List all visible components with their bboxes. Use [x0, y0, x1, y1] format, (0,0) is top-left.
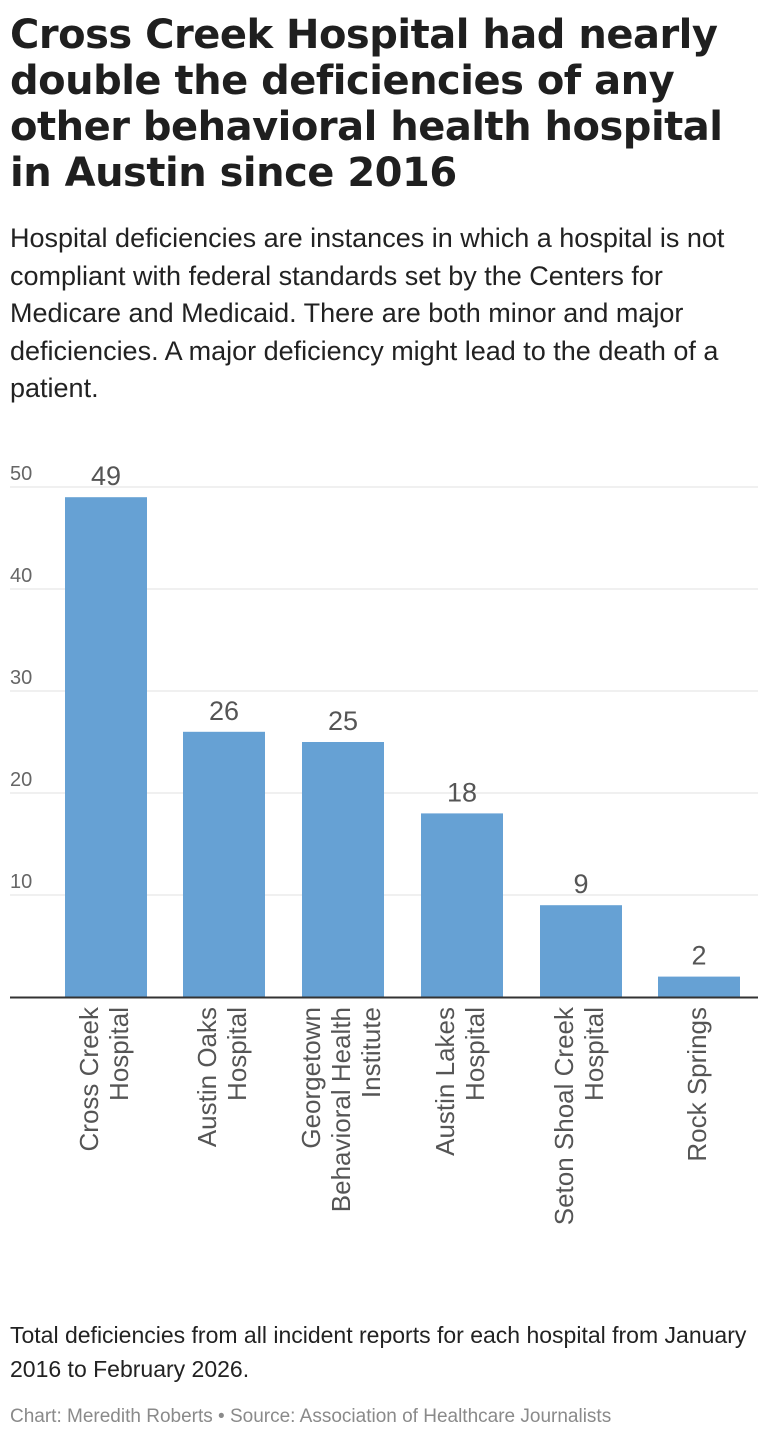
bar [302, 742, 384, 997]
x-category-label-line: Rock Springs [682, 1007, 712, 1162]
x-category-label-line: Hospital [104, 1007, 134, 1101]
chart-credit: Chart: Meredith Roberts • Source: Associ… [10, 1406, 612, 1427]
x-category-label: Austin LakesHospital [430, 1007, 490, 1156]
x-category-label-line: Austin Oaks [192, 1007, 222, 1147]
x-category-label: Austin OaksHospital [192, 1007, 252, 1147]
x-category-label-line: Cross Creek [74, 1006, 104, 1151]
bar [421, 813, 503, 997]
x-category-label-line: Georgetown [296, 1007, 326, 1149]
bar [65, 497, 147, 997]
y-tick-label: 30 [10, 667, 32, 689]
x-category-label-line: Institute [356, 1007, 386, 1098]
y-tick-label: 20 [10, 769, 32, 791]
data-label: 26 [209, 696, 239, 726]
x-category-label-line: Austin Lakes [430, 1007, 460, 1156]
y-tick-label: 50 [10, 463, 32, 485]
data-label: 25 [328, 706, 358, 736]
y-tick-label: 40 [10, 565, 32, 587]
x-category-label: Seton Shoal CreekHospital [549, 1006, 609, 1225]
chart-subtitle: Hospital deficiencies are instances in w… [10, 223, 725, 403]
chart-notes: Total deficiencies from all incident rep… [10, 1322, 747, 1382]
data-label: 49 [91, 461, 121, 491]
y-tick-label: 10 [10, 871, 32, 893]
x-category-label: GeorgetownBehavioral HealthInstitute [296, 1007, 386, 1212]
x-category-label-line: Hospital [579, 1007, 609, 1101]
x-category-label-line: Behavioral Health [326, 1007, 356, 1212]
bar [183, 731, 265, 997]
chart-title: Cross Creek Hospital had nearly double t… [10, 12, 723, 196]
x-category-label-line: Seton Shoal Creek [549, 1006, 579, 1225]
bar [540, 905, 622, 997]
x-category-label: Rock Springs [682, 1007, 712, 1162]
bar [658, 976, 740, 997]
x-category-label-line: Hospital [460, 1007, 490, 1101]
data-label: 9 [573, 869, 588, 899]
x-category-label: Cross CreekHospital [74, 1006, 134, 1151]
x-category-label-line: Hospital [222, 1007, 252, 1101]
data-label: 18 [447, 777, 477, 807]
data-label: 2 [691, 941, 706, 971]
